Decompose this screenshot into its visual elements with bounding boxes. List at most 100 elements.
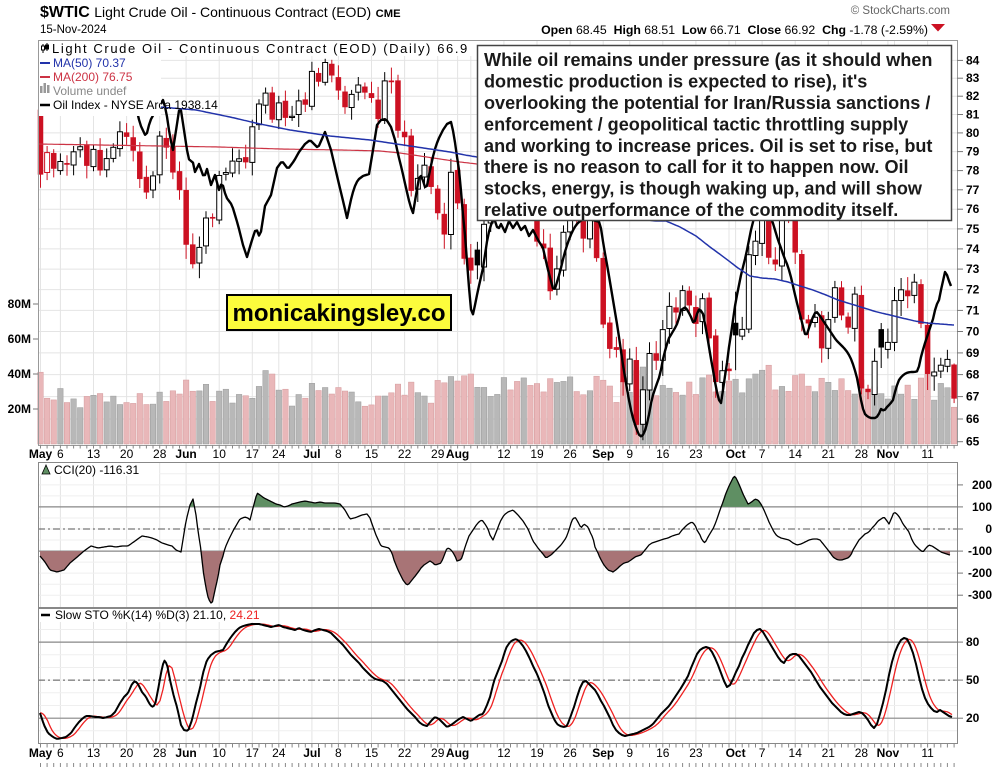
svg-text:Oct: Oct bbox=[726, 746, 746, 760]
svg-text:23: 23 bbox=[689, 746, 703, 760]
svg-text:60M: 60M bbox=[8, 332, 31, 346]
svg-text:© StockCharts.com: © StockCharts.com bbox=[851, 5, 950, 17]
svg-text:76: 76 bbox=[966, 202, 980, 216]
svg-text:there is no reason to call for: there is no reason to call for it to hap… bbox=[484, 157, 909, 177]
svg-text:13: 13 bbox=[87, 447, 101, 461]
svg-text:Oil Index - NYSE Arca 1938.14: Oil Index - NYSE Arca 1938.14 bbox=[53, 98, 218, 112]
svg-text:83: 83 bbox=[966, 71, 980, 85]
svg-text:Nov: Nov bbox=[877, 447, 900, 461]
svg-text:71: 71 bbox=[966, 303, 980, 317]
svg-text:70: 70 bbox=[966, 325, 980, 339]
svg-text:79: 79 bbox=[966, 145, 980, 159]
svg-text:84: 84 bbox=[966, 53, 980, 67]
svg-text:Jul: Jul bbox=[303, 746, 320, 760]
svg-text:72: 72 bbox=[966, 283, 980, 297]
svg-text:6: 6 bbox=[57, 746, 64, 760]
svg-text:73: 73 bbox=[966, 262, 980, 276]
svg-text:Light Crude Oil - Continuous C: Light Crude Oil - Continuous Contract (E… bbox=[52, 41, 469, 56]
svg-text:11: 11 bbox=[921, 746, 934, 760]
svg-text:24: 24 bbox=[272, 447, 286, 461]
svg-text:13: 13 bbox=[87, 746, 101, 760]
svg-text:0: 0 bbox=[985, 522, 992, 536]
svg-text:Aug: Aug bbox=[446, 746, 469, 760]
svg-text:100: 100 bbox=[972, 500, 992, 514]
svg-text:28: 28 bbox=[855, 746, 869, 760]
svg-text:Jul: Jul bbox=[303, 447, 320, 461]
svg-text:20M: 20M bbox=[8, 402, 31, 416]
svg-text:9: 9 bbox=[626, 447, 633, 461]
svg-text:Volume undef: Volume undef bbox=[53, 84, 127, 98]
svg-text:9: 9 bbox=[626, 746, 633, 760]
svg-text:Oct: Oct bbox=[726, 447, 746, 461]
svg-text:Nov: Nov bbox=[877, 746, 900, 760]
svg-text:19: 19 bbox=[530, 746, 544, 760]
svg-text:80: 80 bbox=[966, 126, 980, 140]
svg-text:enforcement / geopolitical tac: enforcement / geopolitical tactic thrott… bbox=[484, 114, 908, 134]
svg-text:26: 26 bbox=[563, 746, 577, 760]
svg-text:Jun: Jun bbox=[175, 447, 196, 461]
svg-text:12: 12 bbox=[497, 746, 511, 760]
svg-text:17: 17 bbox=[246, 447, 260, 461]
svg-text:28: 28 bbox=[153, 746, 167, 760]
svg-text:200: 200 bbox=[972, 478, 992, 492]
svg-text:14: 14 bbox=[789, 447, 803, 461]
svg-text:Sep: Sep bbox=[592, 447, 614, 461]
svg-text:Slow STO %K(14) %D(3) 21.10, 2: Slow STO %K(14) %D(3) 21.10, 24.21 bbox=[55, 608, 260, 622]
svg-text:23: 23 bbox=[689, 447, 703, 461]
svg-text:12: 12 bbox=[497, 447, 511, 461]
svg-text:65: 65 bbox=[966, 435, 980, 449]
svg-text:75: 75 bbox=[966, 222, 980, 236]
svg-text:24: 24 bbox=[272, 746, 286, 760]
svg-text:relative outperformance of the: relative outperformance of the commodity… bbox=[484, 200, 898, 220]
svg-text:20: 20 bbox=[120, 447, 134, 461]
svg-text:74: 74 bbox=[966, 242, 980, 256]
svg-text:Aug: Aug bbox=[446, 447, 469, 461]
svg-text:$WTIC Light Crude Oil - Contin: $WTIC Light Crude Oil - Continuous Contr… bbox=[40, 4, 401, 21]
svg-text:81: 81 bbox=[966, 108, 980, 122]
svg-text:28: 28 bbox=[855, 447, 869, 461]
svg-text:20: 20 bbox=[966, 711, 980, 725]
svg-text:29: 29 bbox=[431, 447, 445, 461]
svg-text:14: 14 bbox=[789, 746, 803, 760]
svg-text:7: 7 bbox=[759, 746, 766, 760]
svg-text:21: 21 bbox=[822, 447, 836, 461]
svg-text:21: 21 bbox=[822, 746, 836, 760]
svg-text:50: 50 bbox=[966, 673, 980, 687]
svg-text:-300: -300 bbox=[968, 588, 992, 602]
svg-text:8: 8 bbox=[335, 447, 342, 461]
svg-text:monicakingsley.co: monicakingsley.co bbox=[233, 300, 446, 327]
svg-text:16: 16 bbox=[656, 746, 670, 760]
svg-text:19: 19 bbox=[530, 447, 544, 461]
svg-text:-200: -200 bbox=[968, 566, 992, 580]
svg-text:66: 66 bbox=[966, 412, 980, 426]
svg-text:MA(50) 70.37: MA(50) 70.37 bbox=[53, 56, 126, 70]
svg-text:16: 16 bbox=[656, 447, 670, 461]
svg-text:May: May bbox=[29, 447, 53, 461]
svg-text:Open 68.45 High 68.51 Low 66: Open 68.45 High 68.51 Low 66.71 Close 66… bbox=[541, 23, 928, 37]
svg-text:77: 77 bbox=[966, 183, 980, 197]
svg-text:69: 69 bbox=[966, 346, 980, 360]
svg-text:15: 15 bbox=[365, 447, 379, 461]
svg-text:10: 10 bbox=[213, 746, 227, 760]
svg-text:15: 15 bbox=[365, 746, 379, 760]
svg-text:80: 80 bbox=[966, 635, 980, 649]
svg-text:15-Nov-2024: 15-Nov-2024 bbox=[40, 24, 107, 36]
svg-text:While oil remains under pressu: While oil remains under pressure (as it … bbox=[484, 50, 932, 70]
svg-text:78: 78 bbox=[966, 164, 980, 178]
svg-text:40M: 40M bbox=[8, 367, 31, 381]
svg-text:MA(200) 76.75: MA(200) 76.75 bbox=[53, 70, 133, 84]
svg-text:67: 67 bbox=[966, 390, 980, 404]
svg-text:domestic production is expecte: domestic production is expected to rise)… bbox=[484, 72, 867, 92]
svg-text:stocks, energy, is though waki: stocks, energy, is though waking up, and… bbox=[484, 179, 923, 199]
svg-text:29: 29 bbox=[431, 746, 445, 760]
svg-text:CCI(20) -116.31: CCI(20) -116.31 bbox=[54, 463, 139, 477]
svg-text:22: 22 bbox=[398, 447, 412, 461]
svg-text:11: 11 bbox=[921, 447, 934, 461]
svg-text:7: 7 bbox=[759, 447, 766, 461]
svg-text:80M: 80M bbox=[8, 297, 31, 311]
svg-text:Sep: Sep bbox=[592, 746, 614, 760]
svg-text:-100: -100 bbox=[968, 544, 992, 558]
svg-text:22: 22 bbox=[398, 746, 412, 760]
svg-text:28: 28 bbox=[153, 447, 167, 461]
svg-text:82: 82 bbox=[966, 89, 980, 103]
